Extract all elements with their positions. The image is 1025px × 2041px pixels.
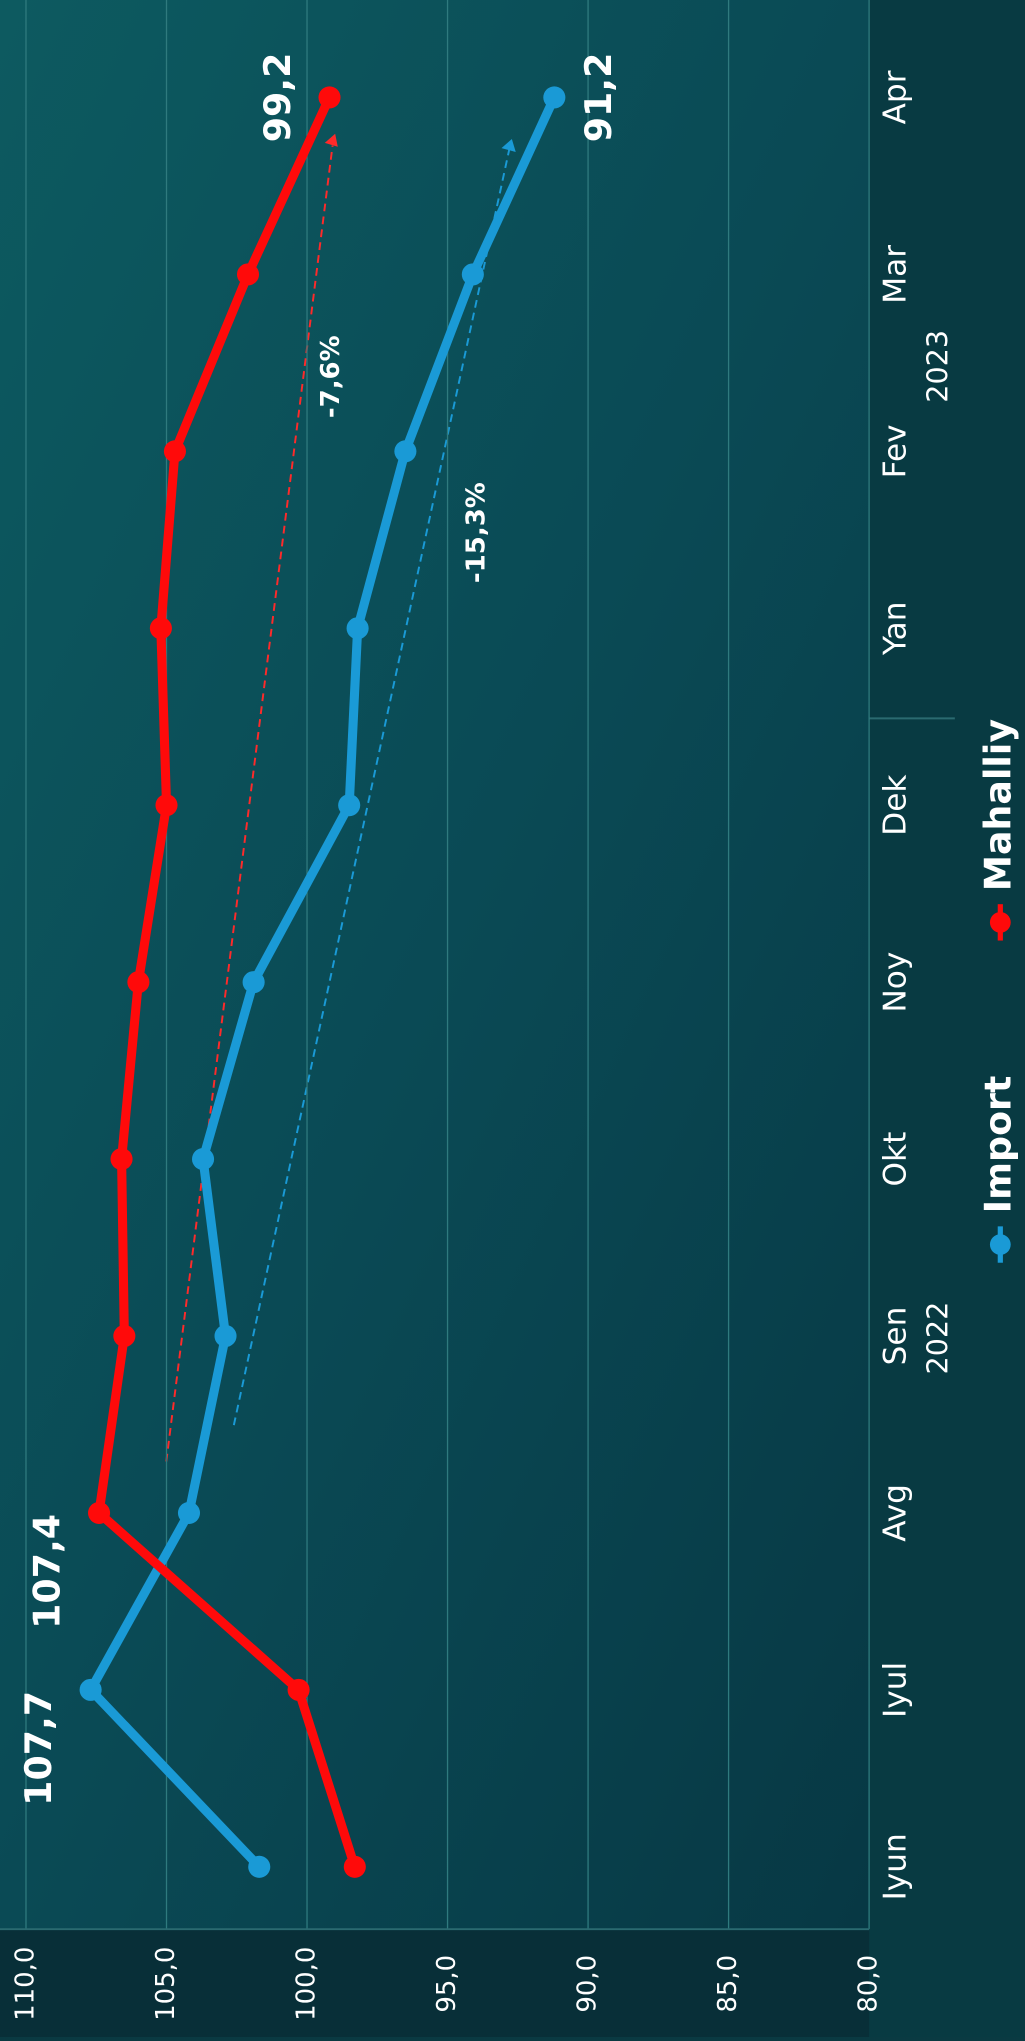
annotation: -15,3%	[461, 482, 491, 583]
data-point	[462, 263, 484, 285]
data-point	[127, 971, 149, 993]
y-tick-label: 105,0	[151, 1947, 181, 2021]
y-tick-label: 80,0	[854, 1955, 884, 2013]
data-point	[344, 1856, 366, 1878]
x-tick-label: Apr	[877, 70, 913, 124]
axis-area	[869, 0, 1025, 2037]
x-tick-label: Dek	[877, 775, 913, 836]
data-point	[543, 86, 565, 108]
data-point	[248, 1856, 270, 1878]
data-point	[113, 1325, 135, 1347]
legend-swatch	[990, 912, 1011, 933]
data-point	[318, 86, 340, 108]
x-tick-label: Okt	[877, 1132, 913, 1187]
data-point	[88, 1502, 110, 1524]
data-label: 99,2	[256, 53, 299, 143]
data-point	[338, 794, 360, 816]
legend-label: Import	[976, 1076, 1019, 1214]
y-tick-label: 85,0	[713, 1955, 743, 2013]
x-tick-label: Avg	[877, 1484, 913, 1542]
y-tick-label: 90,0	[573, 1955, 603, 2013]
x-tick-label: Yan	[877, 601, 913, 656]
data-point	[347, 617, 369, 639]
year-label: 2022	[920, 1302, 954, 1375]
y-tick-label: 110,0	[10, 1947, 40, 2021]
x-tick-label: Noy	[877, 952, 913, 1013]
legend-label: Mahalliy	[976, 719, 1019, 892]
x-tick-label: Mar	[877, 245, 913, 304]
data-label: 107,4	[26, 1514, 69, 1629]
data-label: 107,7	[17, 1691, 60, 1806]
data-point	[150, 617, 172, 639]
chart: -7,6% -15,3% 2022 2023 80,0 85,0 90,0 95,0 1…	[0, 0, 1025, 2037]
data-point	[155, 794, 177, 816]
x-tick-label: Iyul	[877, 1662, 913, 1718]
data-point	[243, 971, 265, 993]
data-point	[237, 263, 259, 285]
data-point	[164, 440, 186, 462]
data-point	[192, 1148, 214, 1170]
page: -7,6% -15,3% 2022 2023 80,0 85,0 90,0 95,0 1…	[0, 0, 1025, 2037]
year-label: 2023	[920, 330, 954, 403]
data-point	[178, 1502, 200, 1524]
y-tick-label: 95,0	[432, 1955, 462, 2013]
x-tick-label: Fev	[877, 424, 913, 478]
legend-swatch	[990, 1234, 1011, 1255]
annotation: -7,6%	[316, 335, 346, 418]
data-label: 91,2	[577, 53, 620, 143]
y-tick-label: 100,0	[292, 1947, 322, 2021]
data-point	[110, 1148, 132, 1170]
plot-area	[0, 0, 869, 1929]
data-point	[214, 1325, 236, 1347]
x-tick-label: Iyun	[877, 1833, 913, 1900]
data-point	[394, 440, 416, 462]
x-tick-label: Sen	[877, 1307, 913, 1366]
data-point	[288, 1679, 310, 1701]
data-point	[80, 1679, 102, 1701]
